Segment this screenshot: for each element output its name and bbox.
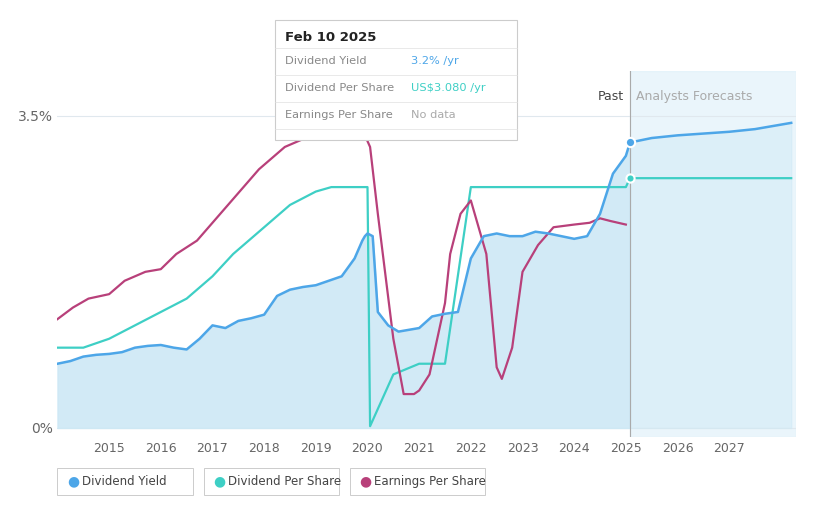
Bar (630, 71, 796, 437)
Point (623, 174, 636, 182)
Text: Earnings Per Share: Earnings Per Share (285, 110, 392, 120)
Text: Dividend Yield: Dividend Yield (285, 56, 366, 66)
Text: Dividend Per Share: Dividend Per Share (285, 83, 394, 93)
Text: ●: ● (213, 474, 226, 489)
Text: Earnings Per Share: Earnings Per Share (374, 475, 486, 488)
Text: Past: Past (598, 89, 624, 103)
Text: Dividend Yield: Dividend Yield (82, 475, 167, 488)
Text: ●: ● (67, 474, 80, 489)
Text: US$3.080 /yr: US$3.080 /yr (410, 83, 485, 93)
Text: Analysts Forecasts: Analysts Forecasts (636, 89, 753, 103)
Text: Feb 10 2025: Feb 10 2025 (285, 31, 376, 45)
Text: No data: No data (410, 110, 455, 120)
Text: ●: ● (360, 474, 372, 489)
Text: Dividend Per Share: Dividend Per Share (228, 475, 342, 488)
Point (623, 138, 636, 146)
Text: 3.2% /yr: 3.2% /yr (410, 56, 458, 66)
